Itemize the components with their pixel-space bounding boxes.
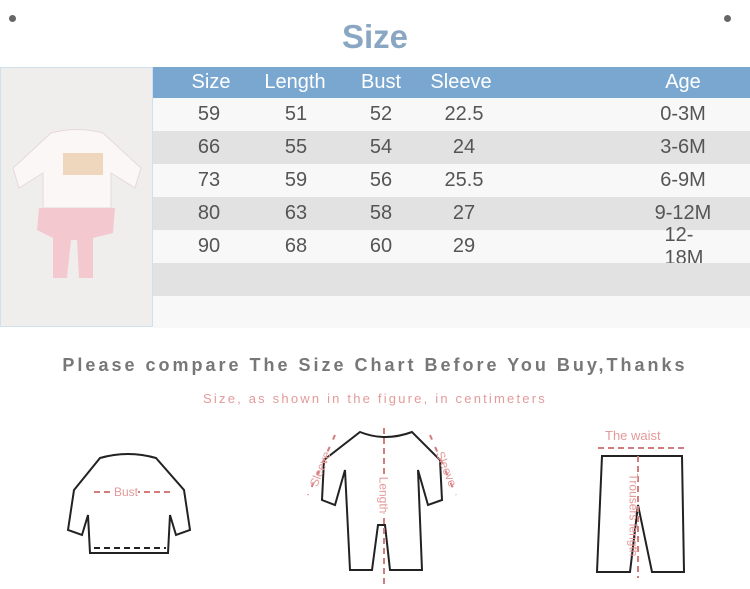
waist-label: The waist (605, 428, 661, 443)
cell: 24 (452, 136, 476, 158)
cell: 59 (197, 103, 221, 125)
empty-row (153, 296, 750, 328)
table-row: 90 68 60 29 12-18M (153, 224, 750, 269)
note-text: Size, as shown in the figure, in centime… (203, 391, 547, 406)
decor-dot (9, 15, 16, 22)
table-row: 66 55 54 24 3-6M (153, 131, 750, 164)
cell: 56 (369, 169, 393, 191)
header-length: Length (264, 71, 326, 93)
cell: 59 (284, 169, 308, 191)
cell: 80 (197, 202, 221, 224)
trousers-length-label: Trousers length (626, 473, 641, 557)
header-size: Size (191, 71, 231, 93)
cell: 66 (197, 136, 221, 158)
table-row: 73 59 56 25.5 6-9M (153, 164, 750, 197)
cell: 63 (284, 202, 308, 224)
cell: 90 (197, 235, 221, 257)
cell: 25.5 (444, 169, 484, 191)
size-table: Size Length Bust Sleeve Age 59 51 52 22.5 0-… (153, 67, 750, 328)
page-title: Size (341, 18, 409, 55)
decor-dot (724, 15, 731, 22)
cell: 29 (452, 235, 476, 257)
cell: 54 (369, 136, 393, 158)
product-photo (0, 67, 153, 327)
cell: 51 (284, 103, 308, 125)
table-row: 80 63 58 27 9-12M (153, 197, 750, 230)
compare-text: Please compare The Size Chart Before You… (62, 355, 688, 375)
header-age: Age (665, 71, 701, 93)
table-header: Size Length Bust Sleeve Age (153, 67, 750, 98)
romper-icon (307, 428, 457, 585)
cell: 0-3M (660, 103, 706, 125)
cell: 60 (369, 235, 393, 257)
cell: 3-6M (660, 136, 706, 158)
cell: 22.5 (444, 103, 484, 125)
measurement-diagrams (66, 428, 686, 585)
cell: 73 (197, 169, 221, 191)
bust-label: Bust (114, 485, 139, 499)
cell: 9-12M (654, 202, 712, 224)
cell: 52 (369, 103, 393, 125)
header-sleeve: Sleeve (430, 71, 492, 93)
length-label: Length (376, 476, 391, 514)
empty-row (153, 263, 750, 296)
cell: 55 (284, 136, 308, 158)
cell: 27 (452, 202, 476, 224)
cell: 6-9M (660, 169, 706, 191)
header-bust: Bust (360, 71, 402, 93)
pants-icon (595, 447, 686, 578)
cell: 58 (369, 202, 393, 224)
shirt-icon (66, 453, 192, 554)
cell: 68 (284, 235, 308, 257)
table-row: 59 51 52 22.5 0-3M (153, 98, 750, 131)
